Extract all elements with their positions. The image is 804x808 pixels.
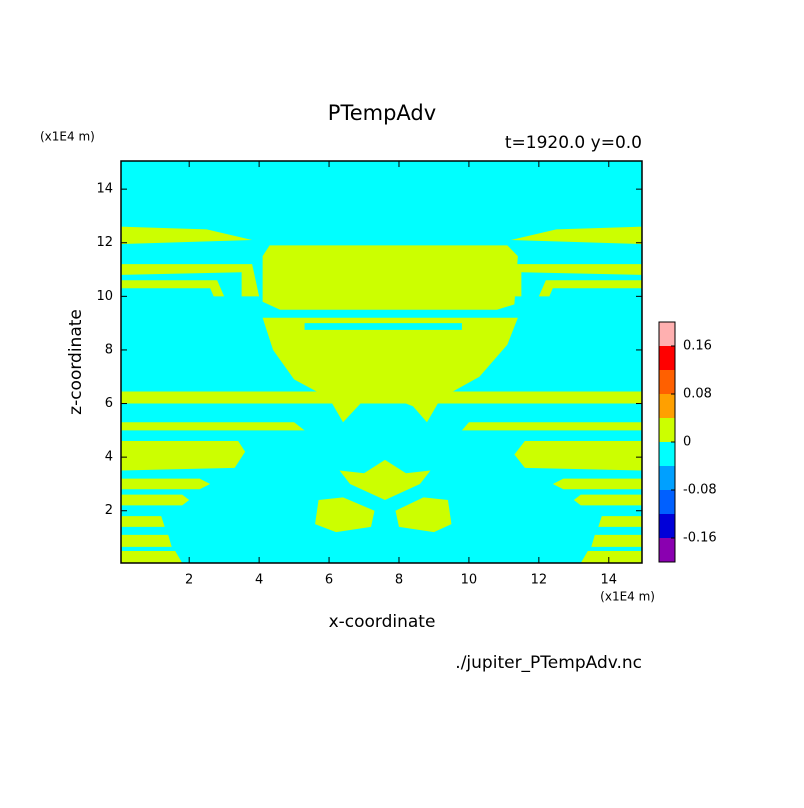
colorbar-swatch xyxy=(659,322,675,346)
source: ./jupiter_PTempAdv.nc xyxy=(455,653,642,673)
colorbar-label: -0.16 xyxy=(683,531,717,546)
contour-region xyxy=(503,264,642,297)
x-tick-label: 10 xyxy=(461,573,478,588)
y-tick-label: 4 xyxy=(105,450,113,465)
colorbar-swatch xyxy=(659,394,675,418)
contour-region xyxy=(121,441,246,471)
colorbar-swatch xyxy=(659,346,675,370)
contour-region xyxy=(552,478,642,490)
plot-frame xyxy=(120,160,643,564)
contour-region xyxy=(121,494,190,506)
x-tick-label: 6 xyxy=(325,573,333,588)
y-tick-label: 6 xyxy=(105,396,113,411)
contour-region xyxy=(514,441,642,471)
y-tick-label: 2 xyxy=(105,503,113,518)
colorbar-swatch xyxy=(659,442,675,466)
colorbar-swatch xyxy=(659,466,675,490)
contour-region xyxy=(121,534,172,547)
y-axis-label: z-coordinate xyxy=(66,309,86,415)
colorbar-swatch xyxy=(659,370,675,394)
colorbar-label: 0 xyxy=(683,435,691,450)
contour-region xyxy=(591,534,642,547)
colorbar-label: 0.08 xyxy=(683,387,712,402)
y-tick-label: 10 xyxy=(96,289,113,304)
contour-region xyxy=(395,497,452,533)
contour-region xyxy=(121,422,305,431)
x-tick-label: 14 xyxy=(601,573,618,588)
x-tick-label: 4 xyxy=(255,573,263,588)
y-unit: (x1E4 m) xyxy=(40,130,95,144)
y-tick-label: 8 xyxy=(105,342,113,357)
colorbar-swatch xyxy=(659,490,675,514)
plot-area xyxy=(121,161,642,563)
contour-region xyxy=(339,459,431,501)
contour-region xyxy=(580,550,642,563)
contour-region xyxy=(538,280,642,297)
contour-region xyxy=(573,494,642,506)
x-unit: (x1E4 m) xyxy=(600,590,655,604)
contour-region xyxy=(315,497,375,533)
x-tick-label: 8 xyxy=(395,573,403,588)
y-tick-label: 12 xyxy=(96,235,113,250)
colorbar-swatch xyxy=(659,514,675,538)
contour-region xyxy=(121,280,225,297)
contour-region xyxy=(304,323,462,330)
contour-region xyxy=(510,226,642,245)
contour-region xyxy=(121,391,642,404)
contour-region xyxy=(121,550,183,563)
contour-region xyxy=(262,245,518,310)
contour-region xyxy=(461,422,642,431)
colorbar-swatch xyxy=(659,538,675,562)
subtitle: t=1920.0 y=0.0 xyxy=(505,133,642,153)
x-tick-label: 2 xyxy=(185,573,193,588)
contour-region xyxy=(121,478,211,490)
contour-region xyxy=(121,264,260,297)
contour-region xyxy=(121,516,165,527)
x-axis-label: x-coordinate xyxy=(329,612,436,632)
contour-region xyxy=(598,516,642,527)
chart-title: PTempAdv xyxy=(328,101,436,125)
colorbar-label: -0.08 xyxy=(683,483,717,498)
colorbar-swatch xyxy=(659,418,675,442)
x-tick-label: 12 xyxy=(531,573,548,588)
y-tick-label: 14 xyxy=(96,182,113,197)
contour-region xyxy=(121,226,253,245)
colorbar-label: 0.16 xyxy=(683,339,712,354)
